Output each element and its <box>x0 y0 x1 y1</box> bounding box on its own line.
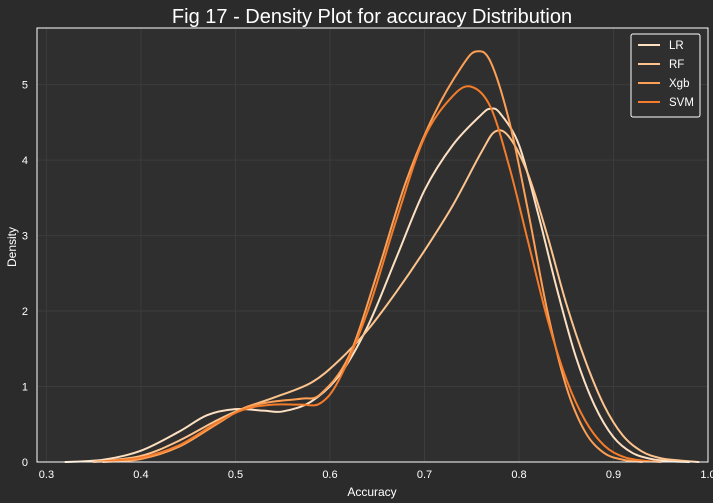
x-tick-label: 0.8 <box>511 469 526 481</box>
series-line-lr <box>64 107 691 463</box>
plot-frame <box>36 27 709 463</box>
y-tick-label: 5 <box>22 80 28 92</box>
chart-title: Fig 17 - Density Plot for accuracy Distr… <box>172 6 572 28</box>
axis-ticks: 0.3 0.4 0.5 0.6 0.7 0.8 0.9 1.0 0 1 2 3 4 5 <box>22 80 713 481</box>
x-tick-label: 0.7 <box>417 469 432 481</box>
x-tick-label: 0.4 <box>133 469 148 481</box>
legend-box <box>630 33 701 118</box>
y-tick-label: 4 <box>22 155 28 167</box>
series-line-svm <box>92 85 662 463</box>
y-tick-label: 2 <box>22 306 28 318</box>
y-axis-label: Density <box>5 227 19 267</box>
x-tick-label: 1.0 <box>700 469 713 481</box>
legend-label: LR <box>669 40 684 52</box>
y-tick-label: 3 <box>22 231 28 243</box>
legend-label: RF <box>669 59 684 71</box>
y-tick-label: 0 <box>22 457 28 469</box>
legend-label: SVM <box>669 97 694 109</box>
series-line-xgb <box>102 50 643 463</box>
x-tick-label: 0.5 <box>228 469 243 481</box>
legend-label: Xgb <box>669 78 689 90</box>
y-tick-label: 1 <box>22 382 28 394</box>
plot-area <box>37 28 708 462</box>
x-tick-label: 0.6 <box>322 469 337 481</box>
series-lines <box>64 50 700 463</box>
x-tick-label: 0.3 <box>39 469 54 481</box>
legend: LR RF Xgb SVM <box>630 33 701 118</box>
x-tick-label: 0.9 <box>606 469 621 481</box>
x-axis-label: Accuracy <box>347 485 396 499</box>
